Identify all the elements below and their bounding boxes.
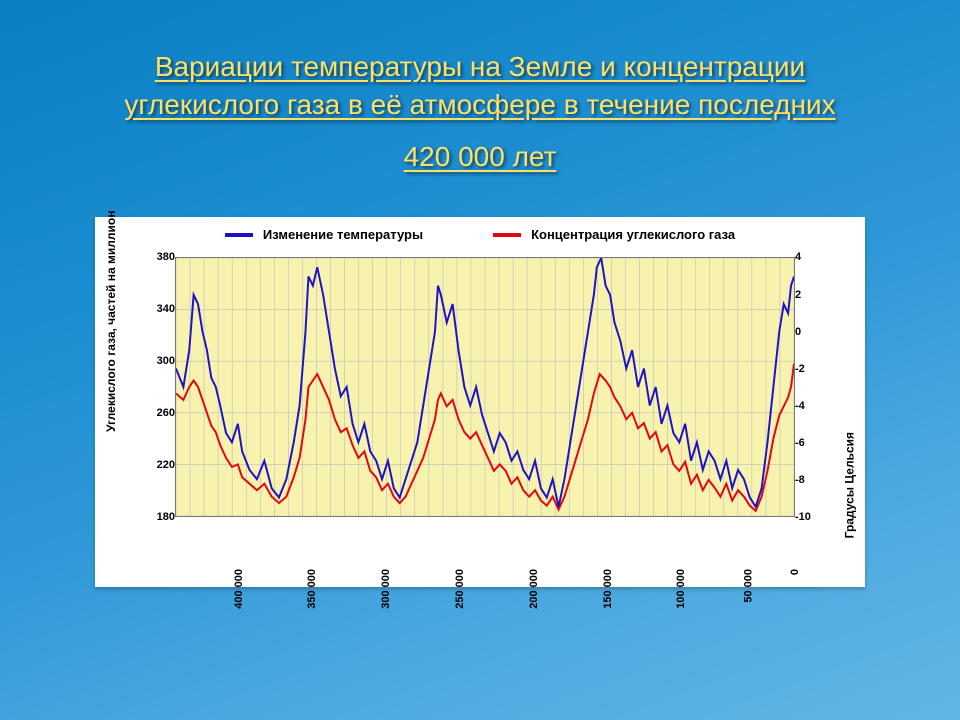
legend-swatch-temperature	[225, 233, 253, 237]
y-left-tick: 220	[135, 459, 175, 471]
x-tick: 150 000	[601, 569, 613, 609]
title-line-1: Вариации температуры на Земле и концентр…	[155, 51, 805, 82]
y-left-tick: 340	[135, 303, 175, 315]
y-left-tick: 300	[135, 355, 175, 367]
legend-item-temperature: Изменение температуры	[225, 227, 423, 242]
title-line-3: 420 000 лет	[404, 141, 557, 172]
x-tick: 100 000	[675, 569, 687, 609]
y-axis-right-label: Градусы Цельсия	[842, 432, 856, 538]
y-right-tick: -4	[795, 400, 835, 412]
chart-card: Изменение температуры Концентрация углек…	[95, 217, 865, 587]
y-left-tick: 380	[135, 251, 175, 263]
x-tick: 350 000	[306, 569, 318, 609]
y-axis-right-ticks: -10-8-6-4-2024	[795, 257, 835, 517]
y-right-tick: -2	[795, 363, 835, 375]
title-line-2: углекислого газа в её атмосфере в течени…	[124, 89, 835, 120]
y-axis-left-label: Углекислого газа, частей на миллион	[104, 210, 118, 431]
x-tick: 200 000	[528, 569, 540, 609]
legend-swatch-co2	[493, 233, 521, 237]
x-tick: 300 000	[380, 569, 392, 609]
title-block: Вариации температуры на Земле и концентр…	[0, 0, 960, 193]
y-axis-left-ticks: 180220260300340380	[135, 257, 175, 517]
legend-label-co2: Концентрация углекислого газа	[531, 227, 735, 242]
y-right-tick: -10	[795, 511, 835, 523]
x-tick: 250 000	[454, 569, 466, 609]
x-tick: 0	[789, 569, 801, 575]
y-left-tick: 180	[135, 511, 175, 523]
y-right-tick: 0	[795, 326, 835, 338]
legend-label-temperature: Изменение температуры	[263, 227, 423, 242]
y-right-tick: -6	[795, 437, 835, 449]
y-right-tick: 4	[795, 251, 835, 263]
y-left-tick: 260	[135, 407, 175, 419]
plot-area	[175, 257, 795, 517]
plot-svg	[176, 258, 794, 516]
x-tick: 50 000	[743, 569, 755, 603]
y-right-tick: -8	[795, 474, 835, 486]
legend: Изменение температуры Концентрация углек…	[95, 227, 865, 242]
slide-title: Вариации температуры на Земле и концентр…	[70, 48, 890, 175]
x-axis-ticks: 400 000350 000300 000250 000200 000150 0…	[175, 517, 795, 569]
y-right-tick: 2	[795, 289, 835, 301]
x-tick: 400 000	[232, 569, 244, 609]
legend-item-co2: Концентрация углекислого газа	[493, 227, 735, 242]
